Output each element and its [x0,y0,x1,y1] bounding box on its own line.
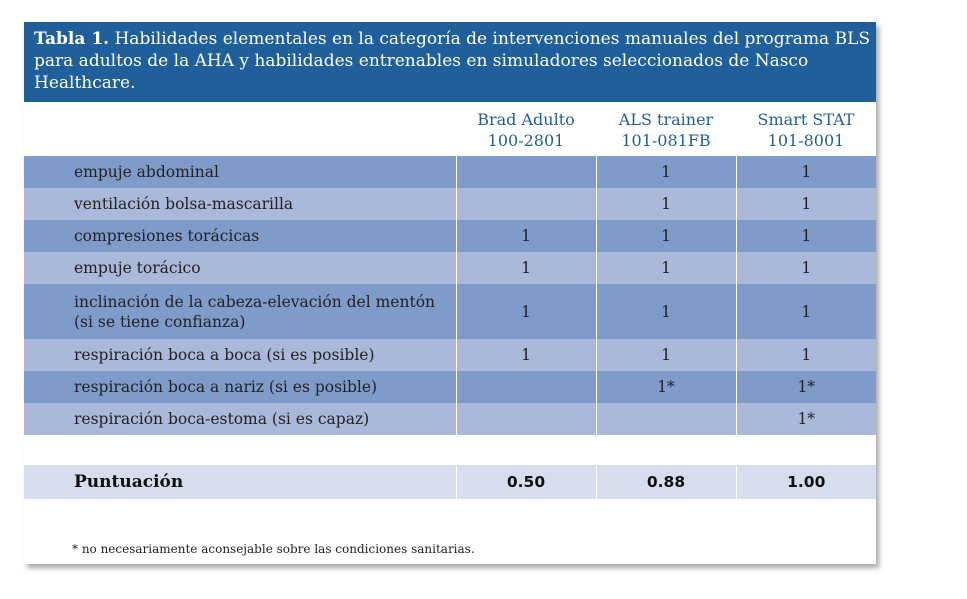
table-title: Tabla 1. Habilidades elementales en la c… [34,28,872,94]
cell-value: 1 [595,220,736,252]
cell-value: 1 [735,339,876,371]
table-row: inclinación de la cabeza-elevación del m… [24,284,876,339]
score-label: Puntuación [24,465,456,499]
cell-value: 1 [735,252,876,284]
row-label: respiración boca-estoma (si es capaz) [24,403,456,435]
row-label: empuje torácico [24,252,456,284]
cell-value: 1 [595,188,736,220]
header-als-trainer: ALS trainer 101-081FB [618,110,714,150]
cell-value [595,403,736,435]
cell-value [455,371,596,403]
cell-value: 1 [455,339,596,371]
score-value: 0.50 [455,465,596,499]
table-row: empuje torácico 1 1 1 [24,252,876,284]
table-row: empuje abdominal 1 1 [24,156,876,188]
score-row: Puntuación 0.50 0.88 1.00 [24,465,876,499]
cell-value [455,156,596,188]
header-smart-stat: Smart STAT 101-8001 [757,110,855,150]
table-card: Tabla 1. Habilidades elementales en la c… [24,22,876,564]
table-row: respiración boca a nariz (si es posible)… [24,371,876,403]
table-row: ventilación bolsa-mascarilla 1 1 [24,188,876,220]
row-label: respiración boca a nariz (si es posible) [24,371,456,403]
cell-value: 1 [595,156,736,188]
cell-value: 1 [595,284,736,339]
cell-value: 1* [735,371,876,403]
table-row: compresiones torácicas 1 1 1 [24,220,876,252]
cell-value: 1* [735,403,876,435]
row-label: compresiones torácicas [24,220,456,252]
cell-value: 1* [595,371,736,403]
table-row: respiración boca a boca (si es posible) … [24,339,876,371]
table-number: Tabla 1. [34,29,110,49]
cell-value: 1 [735,188,876,220]
cell-value: 1 [735,284,876,339]
header-brad-adulto: Brad Adulto 100-2801 [477,110,575,150]
cell-value [455,188,596,220]
cell-value: 1 [455,252,596,284]
skills-table: Brad Adulto 100-2801 ALS trainer 101-081FB… [24,104,876,499]
cell-value [455,403,596,435]
row-label: empuje abdominal [24,156,456,188]
row-label: respiración boca a boca (si es posible) [24,339,456,371]
footnote: * no necesariamente aconsejable sobre la… [72,542,475,556]
cell-value: 1 [735,156,876,188]
cell-value: 1 [595,339,736,371]
table-caption: Habilidades elementales en la categoría … [34,29,871,93]
score-value: 1.00 [735,465,876,499]
cell-value: 1 [595,252,736,284]
spacer-row [24,435,876,465]
score-value: 0.88 [595,465,736,499]
header-row: Brad Adulto 100-2801 ALS trainer 101-081FB… [24,104,876,156]
table-row: respiración boca-estoma (si es capaz) 1* [24,403,876,435]
cell-value: 1 [455,220,596,252]
title-bar: Tabla 1. Habilidades elementales en la c… [24,22,876,102]
cell-value: 1 [735,220,876,252]
row-label: inclinación de la cabeza-elevación del m… [24,284,456,339]
row-label: ventilación bolsa-mascarilla [24,188,456,220]
header-empty [24,104,456,156]
cell-value: 1 [455,284,596,339]
